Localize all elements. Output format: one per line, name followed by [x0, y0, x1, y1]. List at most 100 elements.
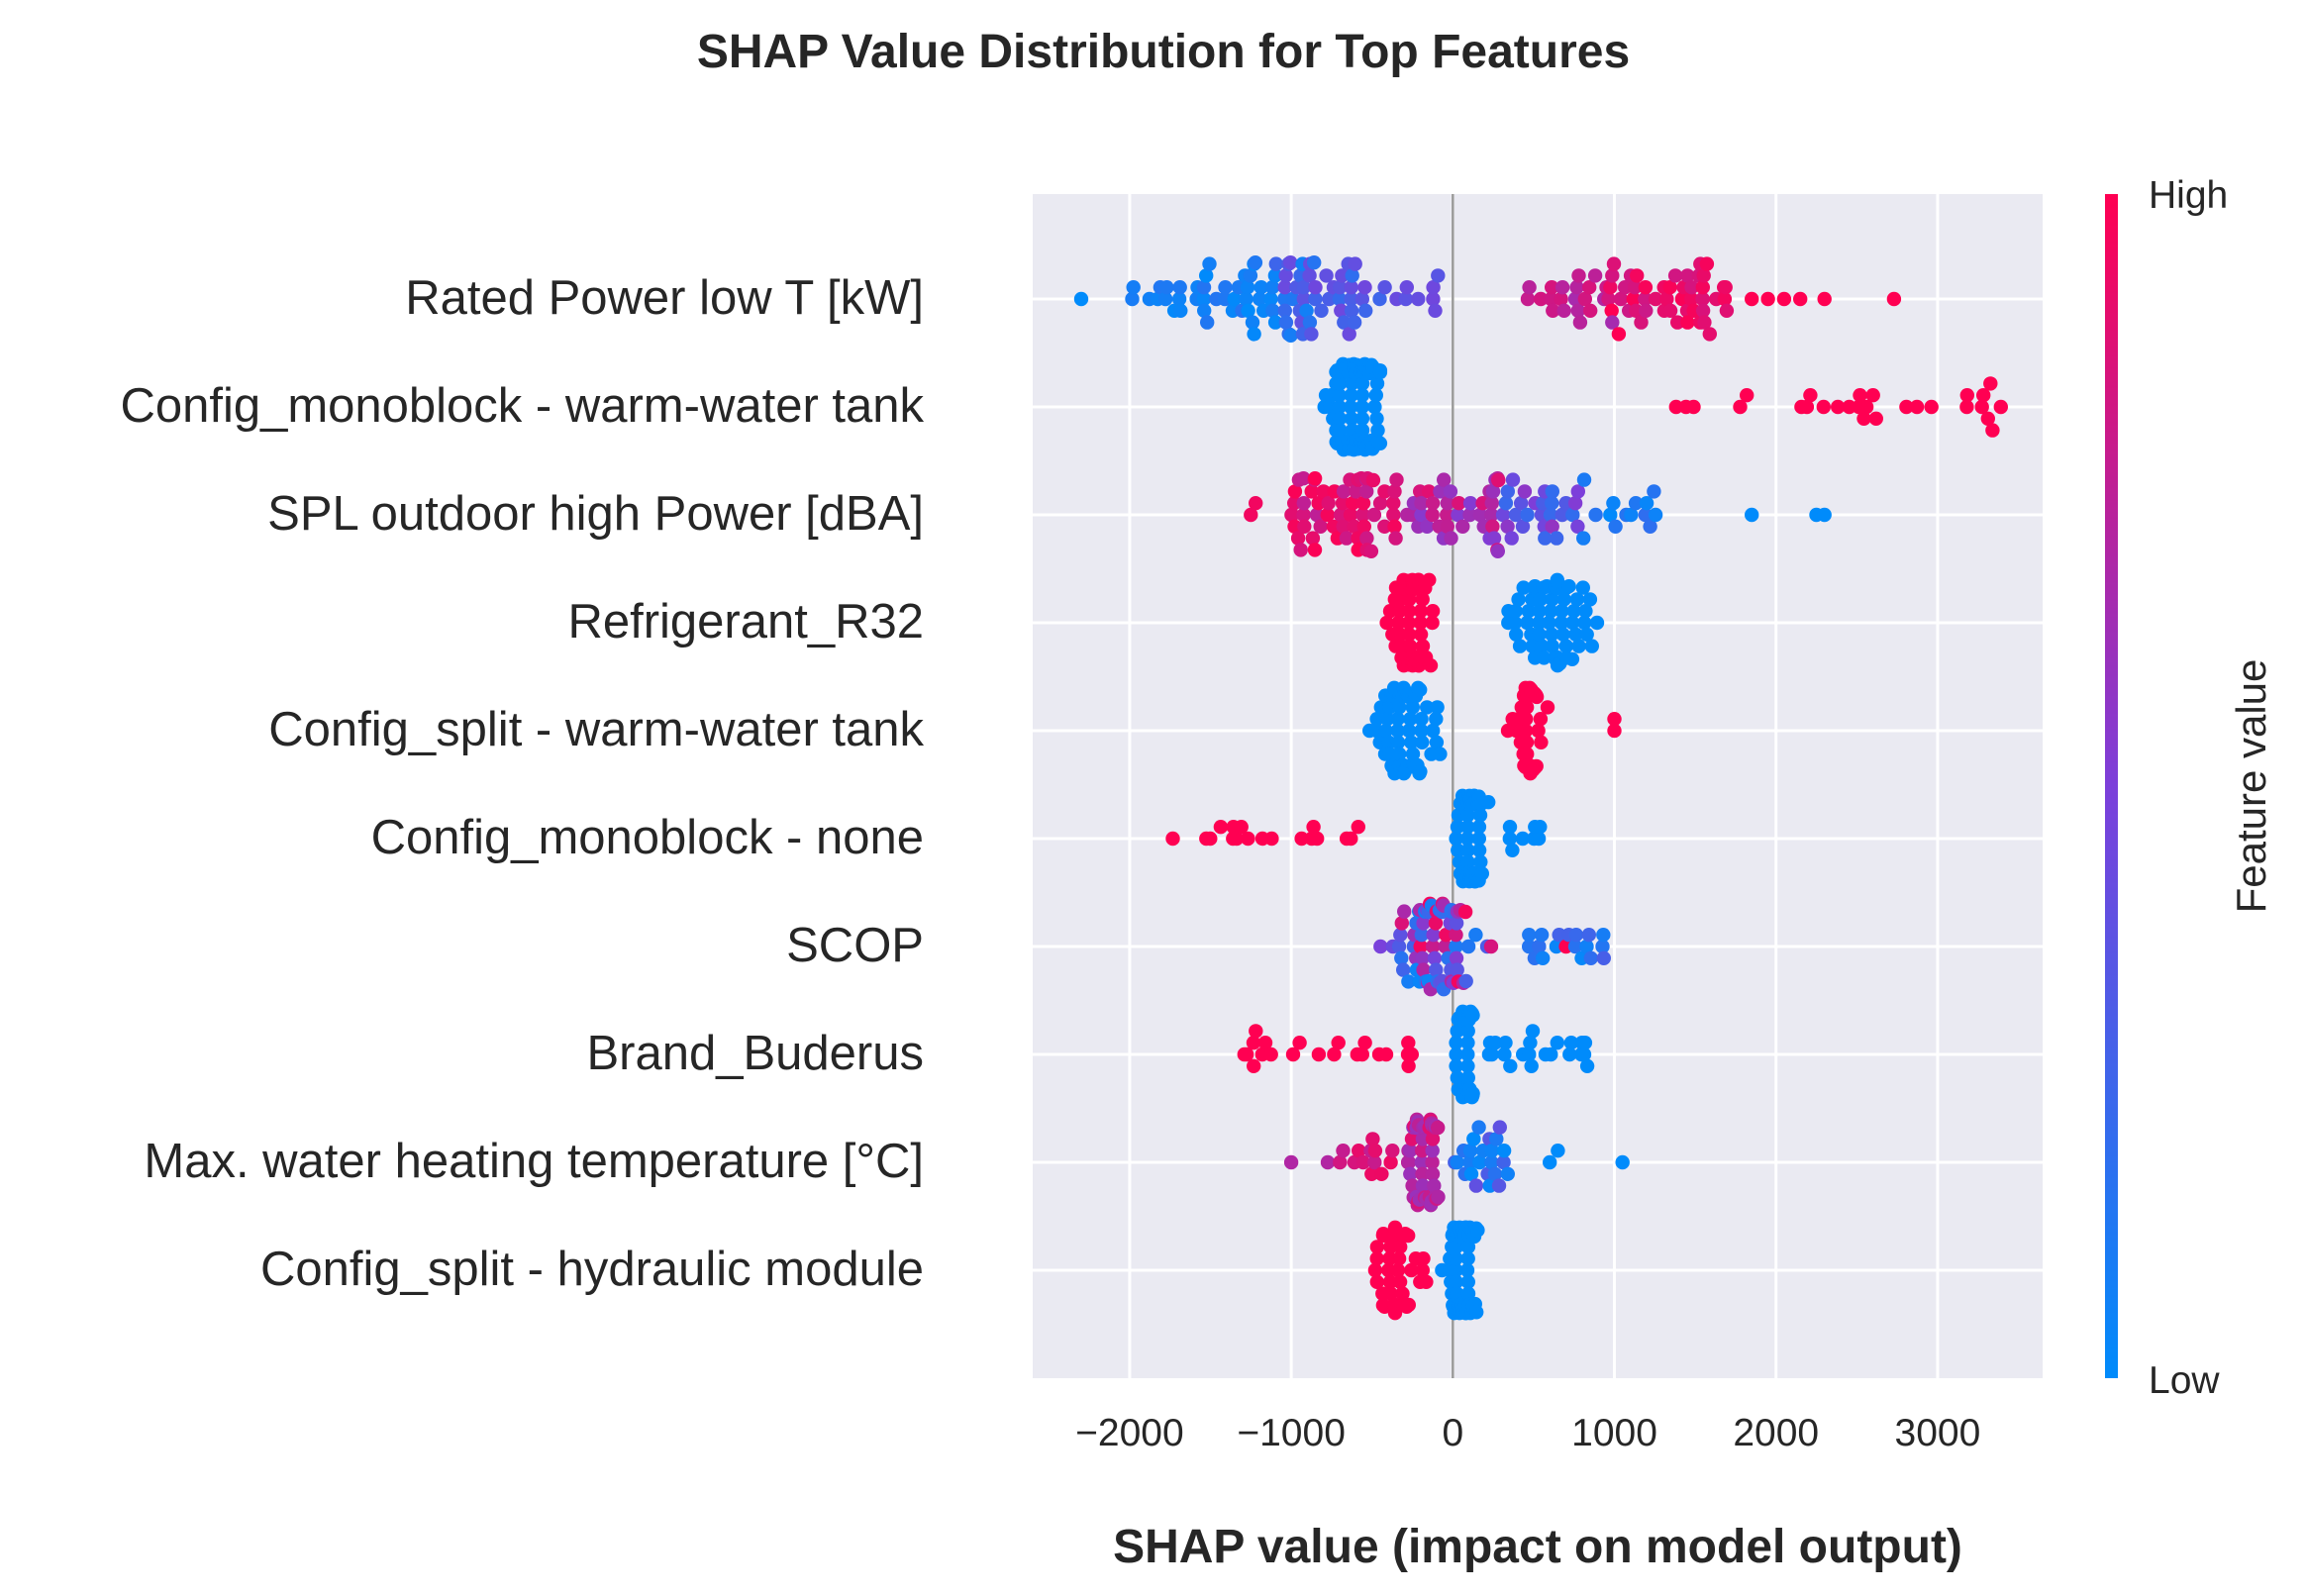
shap-point	[1415, 1178, 1431, 1193]
shap-point	[1613, 291, 1629, 307]
shap-point	[1283, 328, 1298, 343]
shap-point	[1268, 256, 1284, 271]
shap-point	[1554, 615, 1569, 631]
shap-point	[1429, 735, 1445, 749]
shap-point	[1433, 484, 1448, 499]
shap-point	[1383, 1154, 1398, 1170]
shap-point	[1449, 1058, 1463, 1074]
feature-labels: Rated Power low T [kW] Config_monoblock -…	[120, 271, 924, 1296]
shap-point	[1339, 531, 1354, 546]
shap-point	[1630, 268, 1645, 283]
shap-point	[1529, 689, 1545, 705]
shap-point	[1684, 280, 1699, 295]
x-axis-label: SHAP value (impact on model output)	[1113, 1521, 1962, 1573]
shap-point	[1699, 256, 1715, 271]
shap-point	[1429, 712, 1444, 727]
shap-point	[1249, 496, 1263, 511]
shap-point	[1551, 1144, 1565, 1158]
shap-point	[1520, 507, 1535, 523]
shap-point	[1520, 747, 1535, 761]
shap-point	[1386, 507, 1401, 523]
shap-point	[1532, 627, 1548, 642]
shap-point	[1533, 592, 1549, 607]
shap-point	[1667, 268, 1683, 283]
shap-point	[1485, 484, 1501, 499]
shap-point	[1126, 280, 1141, 295]
shap-point	[1565, 507, 1580, 523]
shap-point	[1545, 519, 1559, 534]
shap-point	[1488, 1036, 1503, 1050]
shap-point	[1536, 950, 1551, 965]
shap-point	[1522, 1047, 1537, 1062]
shap-point	[1333, 280, 1348, 295]
shap-point	[1589, 615, 1605, 631]
shap-point	[1697, 315, 1712, 330]
shap-point	[1462, 507, 1477, 523]
shap-point	[1603, 280, 1618, 295]
shap-point	[1497, 1047, 1512, 1062]
shap-point	[1421, 484, 1437, 499]
shap-point	[1372, 436, 1388, 450]
shap-point	[1604, 303, 1619, 318]
shap-point	[1558, 639, 1574, 653]
shap-point	[1311, 1047, 1327, 1062]
shap-point	[1485, 519, 1500, 534]
shap-point	[1717, 291, 1733, 307]
shap-point	[1684, 291, 1699, 307]
shap-point	[1413, 682, 1428, 697]
shap-point	[1336, 519, 1351, 534]
shap-point	[1354, 376, 1370, 391]
shap-point	[1668, 399, 1684, 415]
shap-point	[1369, 1274, 1385, 1290]
shap-point	[1449, 1036, 1463, 1050]
shap-point	[1297, 519, 1312, 534]
shap-point	[1240, 280, 1255, 295]
shap-point	[1481, 795, 1496, 810]
shap-point	[1959, 399, 1974, 415]
shap-point	[1378, 1047, 1394, 1062]
shap-point	[1333, 1154, 1348, 1170]
shap-point	[1571, 639, 1586, 653]
shap-point	[1695, 303, 1711, 318]
shap-point	[1695, 291, 1710, 307]
shap-point	[1426, 723, 1441, 739]
shap-point	[1125, 291, 1140, 307]
shap-point	[1343, 507, 1358, 523]
shap-point	[1534, 928, 1550, 943]
shap-point	[1200, 315, 1215, 330]
shap-point	[1522, 280, 1537, 295]
shap-point	[1605, 315, 1620, 330]
shap-point	[1415, 1132, 1431, 1147]
shap-point	[1515, 519, 1531, 534]
shap-point	[1523, 1036, 1538, 1050]
shap-point	[1639, 303, 1654, 318]
shap-point	[1403, 1144, 1418, 1158]
shap-point	[1404, 1132, 1420, 1147]
shap-point	[1296, 496, 1312, 511]
shap-point	[1354, 1047, 1370, 1062]
shap-point	[1502, 831, 1518, 847]
shap-point	[1471, 820, 1487, 835]
shap-point	[1568, 928, 1584, 943]
shap-point	[1431, 1120, 1446, 1136]
shap-point	[1545, 639, 1559, 653]
shap-point	[1577, 291, 1593, 307]
shap-point	[1277, 280, 1292, 295]
shap-point	[1373, 939, 1388, 954]
shap-point	[1294, 831, 1309, 847]
shap-point	[1638, 280, 1654, 295]
shap-point	[1976, 388, 1991, 403]
shap-point	[1302, 315, 1318, 330]
shap-point	[1247, 1058, 1261, 1074]
shap-point	[1359, 531, 1374, 546]
shap-point	[1229, 831, 1245, 847]
shap-point	[1583, 303, 1598, 318]
shap-point	[1503, 1058, 1518, 1074]
shap-point	[1440, 519, 1455, 534]
shap-point	[1719, 303, 1735, 318]
shap-point	[1426, 928, 1441, 943]
shap-point	[1293, 543, 1308, 557]
colorbar-title: Feature value	[2228, 659, 2274, 914]
shap-point	[1554, 280, 1570, 295]
shap-point	[1570, 519, 1585, 534]
